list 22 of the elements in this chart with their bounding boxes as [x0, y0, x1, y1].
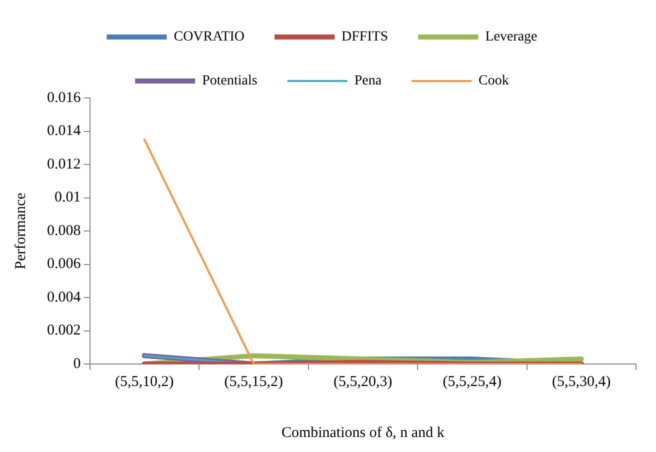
legend-label: Leverage	[485, 30, 538, 45]
x-tick-label: (5,5,30,4)	[552, 374, 611, 390]
y-tick-label: 0	[73, 356, 81, 372]
y-tick-label: 0.002	[47, 322, 81, 339]
x-tick-label: (5,5,25,4)	[442, 374, 502, 390]
legend-label: DFFITS	[342, 30, 388, 45]
x-tick-label: (5,5,10,2)	[115, 374, 174, 390]
y-axis-title: Performance	[12, 192, 29, 270]
y-tick-label: 0.016	[47, 90, 82, 106]
x-tick-label: (5,5,20,3)	[334, 374, 392, 390]
y-tick-label: 0.008	[47, 222, 81, 239]
legend-label: COVRATIO	[174, 30, 245, 45]
legend-label: Pena	[354, 74, 382, 89]
x-axis-title: Combinations of δ, n and k	[281, 424, 445, 441]
y-tick-label: 0.014	[47, 123, 82, 140]
y-tick-label: 0.004	[47, 289, 82, 306]
y-tick-label: 0.01	[54, 190, 81, 206]
legend-label: Potentials	[202, 74, 258, 89]
legend-label: Cook	[478, 74, 509, 89]
x-tick-label: (5,5,15,2)	[224, 374, 283, 390]
y-tick-label: 0.006	[47, 256, 82, 272]
y-tick-label: 0.012	[47, 156, 81, 172]
